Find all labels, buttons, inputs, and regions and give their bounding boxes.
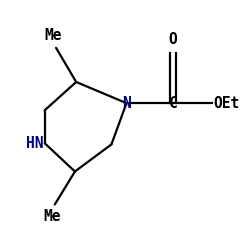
- Text: N: N: [122, 96, 130, 111]
- Text: Me: Me: [45, 28, 62, 43]
- Text: O: O: [168, 32, 177, 47]
- Text: HN: HN: [26, 136, 43, 151]
- Text: OEt: OEt: [212, 96, 239, 111]
- Text: C: C: [168, 96, 177, 111]
- Text: Me: Me: [43, 209, 61, 224]
